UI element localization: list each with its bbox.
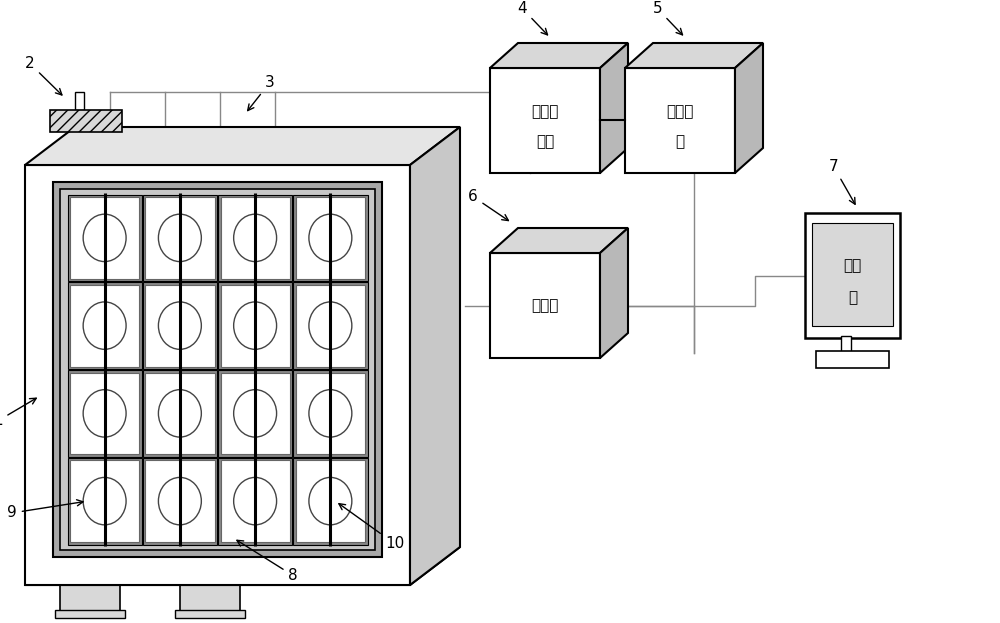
Bar: [25, 165, 410, 585]
Ellipse shape: [234, 214, 277, 262]
Bar: [220, 373, 290, 454]
Polygon shape: [600, 228, 628, 358]
Text: 4: 4: [518, 1, 548, 35]
Text: 5: 5: [652, 1, 683, 35]
Bar: [220, 197, 290, 278]
Bar: [218, 282, 292, 369]
Text: 3: 3: [248, 75, 275, 111]
Bar: [293, 370, 368, 457]
Bar: [296, 373, 365, 454]
Ellipse shape: [83, 214, 126, 262]
Polygon shape: [490, 43, 628, 68]
Bar: [293, 458, 368, 545]
Bar: [805, 213, 900, 338]
Ellipse shape: [309, 214, 352, 262]
Bar: [296, 460, 365, 542]
Bar: [68, 370, 142, 457]
Text: 机: 机: [848, 290, 857, 305]
Polygon shape: [735, 43, 763, 173]
Bar: [68, 458, 142, 545]
Bar: [68, 282, 142, 369]
Bar: [70, 373, 139, 454]
Ellipse shape: [234, 302, 277, 350]
Text: 6: 6: [468, 189, 508, 221]
Bar: [53, 182, 382, 557]
Bar: [293, 194, 368, 281]
Bar: [68, 194, 142, 281]
Bar: [143, 370, 217, 457]
Bar: [143, 282, 217, 369]
Bar: [296, 197, 365, 278]
Bar: [143, 458, 217, 545]
Bar: [218, 458, 292, 545]
Ellipse shape: [309, 389, 352, 437]
Bar: [293, 282, 368, 369]
Bar: [812, 223, 893, 326]
Ellipse shape: [158, 389, 201, 437]
Text: 9: 9: [7, 500, 83, 520]
Bar: [220, 285, 290, 366]
Bar: [55, 610, 125, 618]
Text: 7: 7: [829, 159, 855, 204]
Text: 2: 2: [25, 56, 62, 95]
Bar: [218, 194, 292, 281]
Text: 化: 化: [675, 134, 685, 149]
Bar: [75, 92, 84, 110]
Ellipse shape: [83, 389, 126, 437]
Ellipse shape: [309, 477, 352, 525]
Ellipse shape: [158, 477, 201, 525]
Text: 数据转: 数据转: [666, 105, 694, 120]
Text: 控制器: 控制器: [531, 298, 559, 313]
Bar: [145, 285, 214, 366]
Bar: [70, 285, 139, 366]
Bar: [145, 197, 214, 278]
Ellipse shape: [234, 389, 277, 437]
Bar: [60, 583, 120, 615]
Ellipse shape: [158, 214, 201, 262]
Bar: [145, 373, 214, 454]
Bar: [60, 189, 375, 550]
Bar: [145, 460, 214, 542]
Ellipse shape: [83, 477, 126, 525]
Bar: [143, 194, 217, 281]
Bar: [180, 583, 240, 615]
Bar: [175, 610, 245, 618]
Polygon shape: [625, 43, 763, 68]
Text: 10: 10: [339, 503, 405, 551]
Ellipse shape: [158, 302, 201, 350]
Ellipse shape: [309, 302, 352, 350]
Text: 8: 8: [237, 540, 298, 583]
Bar: [218, 370, 292, 457]
Polygon shape: [600, 43, 628, 173]
Polygon shape: [25, 547, 460, 585]
Bar: [220, 460, 290, 542]
Polygon shape: [25, 127, 460, 165]
Polygon shape: [410, 127, 460, 585]
Bar: [296, 285, 365, 366]
Polygon shape: [490, 253, 600, 358]
Polygon shape: [625, 68, 735, 173]
Text: 数据采: 数据采: [531, 105, 559, 120]
Bar: [70, 197, 139, 278]
Text: 工控: 工控: [843, 258, 862, 273]
Ellipse shape: [234, 477, 277, 525]
Polygon shape: [490, 228, 628, 253]
Polygon shape: [490, 68, 600, 173]
Bar: [841, 336, 851, 353]
Bar: [50, 110, 122, 132]
Ellipse shape: [83, 302, 126, 350]
Text: 集筱: 集筱: [536, 134, 554, 149]
Bar: [816, 351, 889, 368]
Bar: [70, 460, 139, 542]
Text: 1: 1: [0, 398, 36, 429]
